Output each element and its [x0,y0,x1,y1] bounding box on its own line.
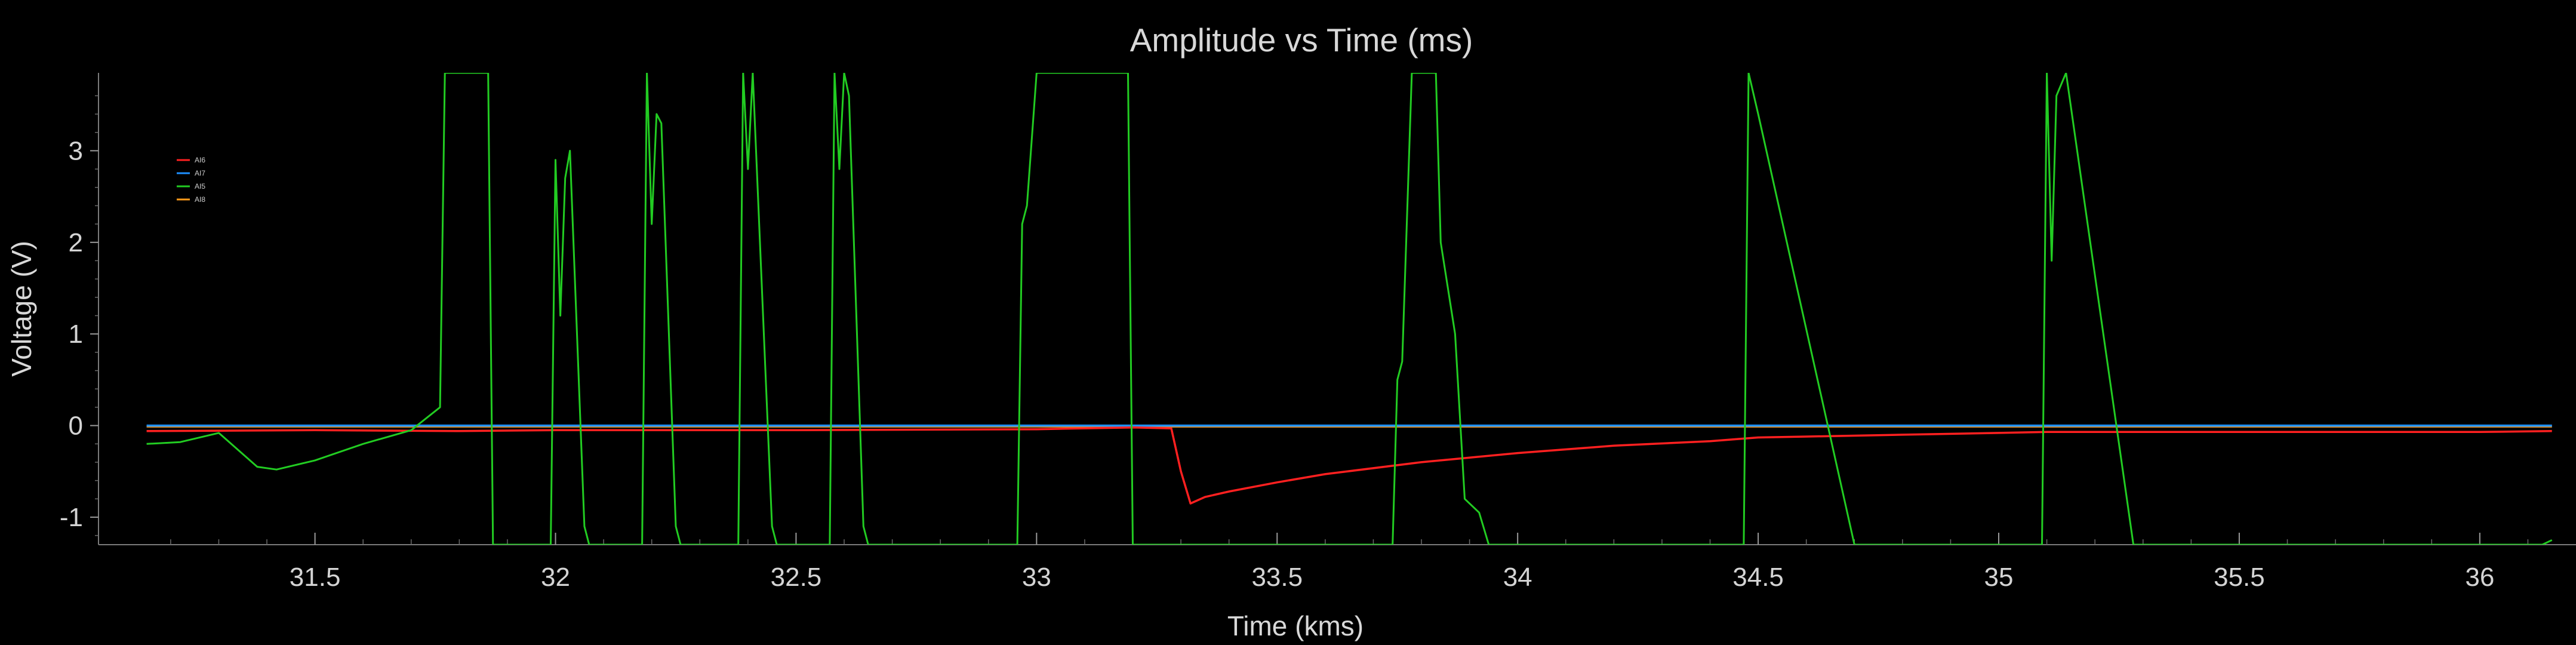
x-tick-label: 35.5 [2214,563,2265,592]
x-tick-label: 33.5 [1251,563,1303,592]
y-tick-label: 2 [69,228,83,257]
x-tick-label: 32 [541,563,570,592]
y-tick-label: -1 [60,503,83,532]
y-axis: -1 0 1 2 3 [60,73,99,545]
y-tick-label: 0 [69,411,83,441]
x-tick-label: 34.5 [1732,563,1784,592]
data-series [146,73,2553,545]
legend-label: AI8 [195,195,205,204]
y-tick-label: 3 [69,136,83,165]
x-tick-label: 33 [1022,563,1051,592]
x-axis-label: Time (kms) [1227,610,1364,641]
legend-label: AI6 [195,156,205,164]
x-tick-label: 31.5 [290,563,341,592]
series-line-ai6 [146,426,2552,505]
x-axis: 31.5 32 32.5 33 33.5 34 34.5 35 35.5 36 [99,533,2576,592]
legend-label: AI5 [195,182,205,191]
x-tick-label: 32.5 [771,563,822,592]
x-tick-label: 35 [1984,563,2014,592]
legend: AI6 AI7 AI5 AI8 [177,156,205,204]
chart-title: Amplitude vs Time (ms) [1130,22,1473,59]
y-axis-label: Voltage (V) [6,241,37,377]
y-tick-label: 1 [69,320,83,349]
x-tick-label: 36 [2465,563,2494,592]
x-tick-label: 34 [1503,563,1532,592]
legend-label: AI7 [195,169,205,177]
series-line-ai5 [146,73,2553,545]
